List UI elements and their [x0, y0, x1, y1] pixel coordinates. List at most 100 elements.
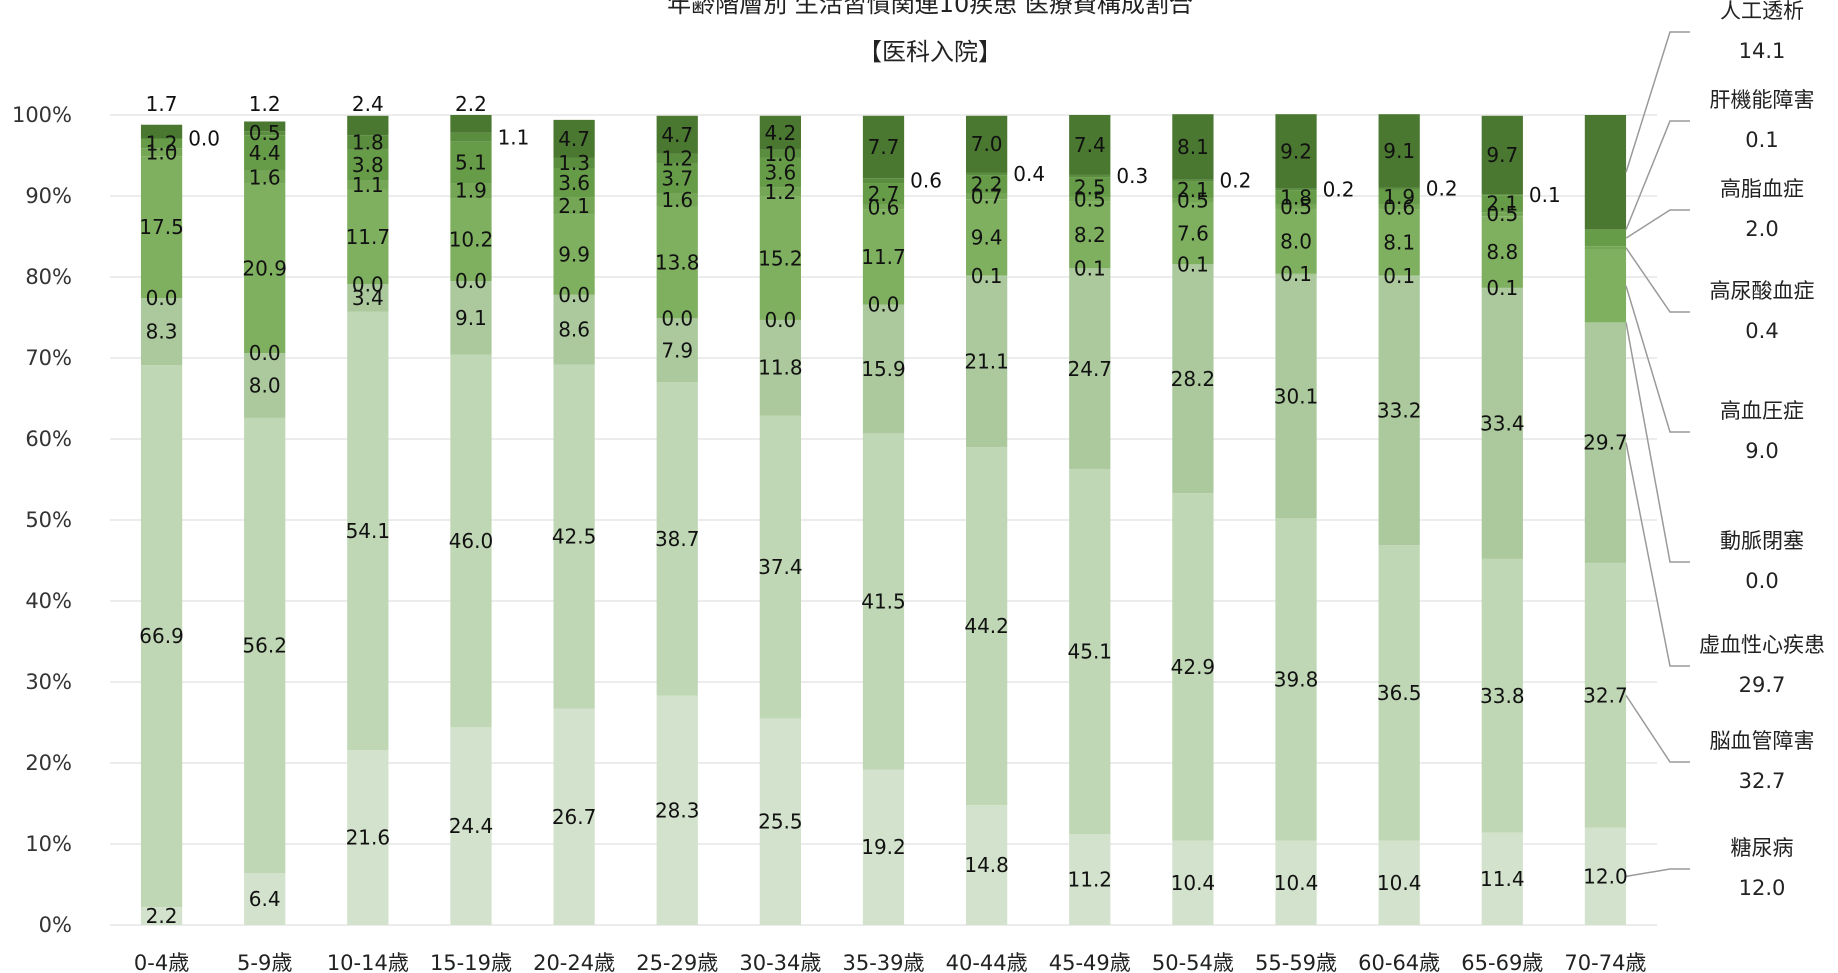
bar-segment: [450, 141, 492, 184]
data-label: 44.2: [964, 614, 1009, 638]
bar-segment: [244, 417, 286, 874]
x-tick-label: 70-74歳: [1564, 951, 1646, 973]
data-label: 11.4: [1480, 867, 1525, 891]
bar-segment: [1481, 212, 1523, 217]
bar-segment: [1378, 275, 1420, 277]
data-label: 5.1: [455, 150, 487, 174]
bar-segment: [553, 708, 595, 925]
bar-segment: [862, 183, 905, 205]
x-tick-label: 20-24歳: [533, 951, 615, 973]
bar-segment: [1481, 115, 1523, 195]
data-label: 10.4: [1274, 871, 1319, 895]
data-label: 33.2: [1377, 399, 1422, 423]
bar-stack: [1481, 115, 1523, 925]
data-label: 7.7: [868, 135, 900, 159]
data-label: 15.9: [861, 357, 906, 381]
data-label: 42.5: [552, 525, 597, 549]
bar-segment: [244, 121, 286, 132]
legend-series-value: 14.1: [1739, 39, 1786, 63]
data-label: 0.2: [1426, 177, 1458, 201]
bar-segment: [656, 206, 698, 319]
bar-segment: [244, 170, 286, 184]
bar-segment: [1584, 562, 1627, 828]
data-label: 8.1: [1177, 135, 1209, 159]
bar-stack: [140, 124, 183, 925]
leader-line: [1625, 120, 1690, 230]
data-label: 9.1: [1383, 139, 1415, 163]
data-label: 8.0: [249, 374, 281, 398]
bar-segment: [1378, 840, 1420, 925]
data-label: 1.3: [558, 151, 590, 175]
x-tick-label: 55-59歳: [1255, 951, 1337, 973]
legend-series-value: 9.0: [1745, 439, 1778, 463]
legend-series-value: 0.4: [1745, 319, 1778, 343]
bar-segment: [656, 695, 698, 925]
data-label: 25.5: [758, 810, 803, 834]
data-label: 1.6: [249, 165, 281, 189]
data-label: 0.5: [1074, 188, 1106, 212]
data-label: 30.1: [1274, 384, 1319, 408]
right-legend: 人工透析 14.1 肝機能障害 0.1 高脂血症 2.0 高尿酸血症 0.4 高血圧症 9.0 動脈…: [1625, 0, 1825, 900]
data-label: 28.3: [655, 798, 700, 822]
y-tick-label: 80%: [25, 265, 72, 289]
data-label: 0.1: [1177, 252, 1209, 276]
data-label: 21.1: [964, 350, 1009, 374]
data-label: 0.6: [910, 169, 942, 193]
bar-segment: [1584, 230, 1627, 247]
y-tick-label: 90%: [25, 184, 72, 208]
data-label: 0.6: [1383, 195, 1415, 219]
leader-line: [1625, 868, 1690, 878]
legend-series-value: 2.0: [1745, 217, 1778, 241]
bar-segment: [553, 364, 595, 709]
data-label: 0.1: [1280, 262, 1312, 286]
data-label: 2.1: [558, 194, 590, 218]
bar-segment: [862, 115, 905, 179]
data-label: 1.0: [146, 140, 178, 164]
data-label: 1.9: [1383, 185, 1415, 209]
data-label: 1.1: [352, 173, 384, 197]
data-label: 4.4: [249, 141, 281, 165]
data-label: 0.0: [249, 341, 281, 365]
x-tick-label: 5-9歳: [237, 951, 292, 973]
data-label: 0.1: [1529, 183, 1561, 207]
x-tick-label: 40-44歳: [946, 951, 1028, 973]
x-axis: 0-4歳 5-9歳 10-14歳 15-19歳 20-24歳 25-29歳 30-34歳 35…: [134, 951, 1647, 973]
bar-stack: [553, 119, 595, 925]
data-label: 0.5: [1486, 202, 1518, 226]
bar-segment: [140, 907, 183, 925]
data-label: 0.1: [1383, 264, 1415, 288]
bar-segment: [553, 119, 595, 158]
data-label: 8.1: [1383, 231, 1415, 255]
bar-segment: [1069, 468, 1111, 835]
bar-segment: [244, 873, 286, 925]
bar-stack: [1378, 114, 1420, 925]
data-label: 9.2: [1280, 139, 1312, 163]
data-label: 10.4: [1377, 871, 1422, 895]
leader-line: [1625, 247, 1690, 313]
bar-segment: [1172, 179, 1214, 182]
leader-line: [1625, 442, 1690, 667]
data-label: 2.1: [1486, 192, 1518, 216]
data-label: 1.7: [146, 92, 178, 116]
bar-segment: [1275, 188, 1317, 191]
data-label: 1.1: [498, 125, 530, 149]
bar-segment: [656, 382, 698, 696]
bar-segment: [1378, 187, 1420, 190]
data-label: 14.8: [964, 853, 1009, 877]
data-label: 21.6: [346, 826, 391, 850]
data-label: 4.2: [764, 121, 796, 145]
x-tick-label: 65-69歳: [1461, 951, 1543, 973]
bar-segment: [656, 193, 698, 207]
data-label: 0.0: [661, 306, 693, 330]
bar-segment: [450, 115, 492, 133]
data-label: 0.0: [764, 308, 796, 332]
data-label: 8.3: [146, 320, 178, 344]
bar-segment: [140, 124, 183, 139]
bar-segment: [966, 276, 1008, 448]
bar-segment: [347, 149, 389, 181]
data-label: 0.7: [971, 184, 1003, 208]
data-label: 19.2: [861, 835, 906, 859]
bar-stack: [1069, 115, 1111, 925]
x-tick-label: 35-39歳: [842, 951, 924, 973]
y-tick-label: 10%: [25, 832, 72, 856]
